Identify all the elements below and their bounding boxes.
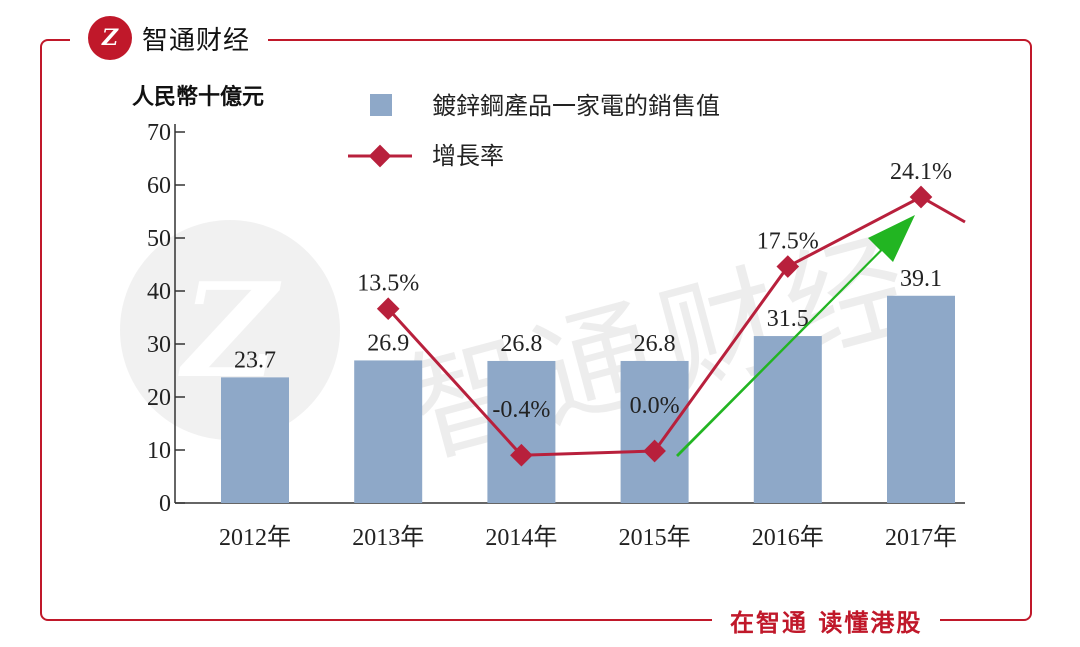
y-tick-label: 30 xyxy=(147,332,171,358)
legend-bar-swatch xyxy=(370,94,392,116)
legend-line-label: 增長率 xyxy=(432,142,504,170)
footer-slogan: 在智通 读懂港股 xyxy=(712,600,941,640)
trend-arrow xyxy=(676,215,915,457)
growth-value-label: 24.1% xyxy=(890,159,952,185)
y-tick-label: 40 xyxy=(147,279,171,305)
bar xyxy=(753,336,822,503)
growth-value-label: 13.5% xyxy=(357,271,419,297)
x-tick-label: 2014年 xyxy=(485,524,557,551)
bar xyxy=(887,295,955,503)
bar xyxy=(620,360,689,503)
brand-name: 智通财经 xyxy=(142,25,251,56)
bar-value-label: 31.5 xyxy=(767,306,809,332)
y-tick-label: 10 xyxy=(147,438,171,464)
y-tick-label: 20 xyxy=(147,385,171,411)
growth-marker xyxy=(909,185,933,209)
x-tick-label: 2012年 xyxy=(219,524,291,551)
x-tick-label: 2015年 xyxy=(619,524,691,551)
y-tick-label: 0 xyxy=(159,491,171,517)
legend-line-marker xyxy=(368,144,392,168)
chart-frame xyxy=(40,39,1032,621)
bar-value-label: 39.1 xyxy=(900,266,942,292)
growth-marker xyxy=(776,255,800,278)
y-tick-label: 50 xyxy=(147,226,171,252)
growth-marker xyxy=(510,443,533,467)
legend-bar-label: 鍍鋅鋼產品一家電的銷售值 xyxy=(432,92,720,120)
brand-logo-icon: Z xyxy=(88,16,132,60)
bar-value-label: 23.7 xyxy=(234,347,276,373)
bar-value-label: 26.9 xyxy=(367,330,409,356)
bar-value-label: 26.8 xyxy=(634,331,676,357)
bar-value-label: 26.8 xyxy=(500,331,542,357)
growth-value-label: 17.5% xyxy=(757,229,819,255)
growth-value-label: -0.4% xyxy=(492,397,550,423)
y-tick-label: 60 xyxy=(147,173,171,199)
growth-marker xyxy=(376,297,400,321)
bar xyxy=(354,360,423,503)
growth-marker xyxy=(643,439,666,463)
x-tick-label: 2017年 xyxy=(885,524,957,551)
bar xyxy=(487,360,556,503)
y-tick-label: 70 xyxy=(147,120,171,146)
growth-line xyxy=(387,195,966,457)
y-axis-label: 人民幣十億元 xyxy=(132,84,264,110)
growth-value-label: 0.0% xyxy=(630,393,680,419)
bar xyxy=(221,377,289,503)
brand-header: Z 智通财经 xyxy=(70,12,269,64)
x-tick-label: 2013年 xyxy=(352,524,424,551)
x-tick-label: 2016年 xyxy=(752,524,824,551)
